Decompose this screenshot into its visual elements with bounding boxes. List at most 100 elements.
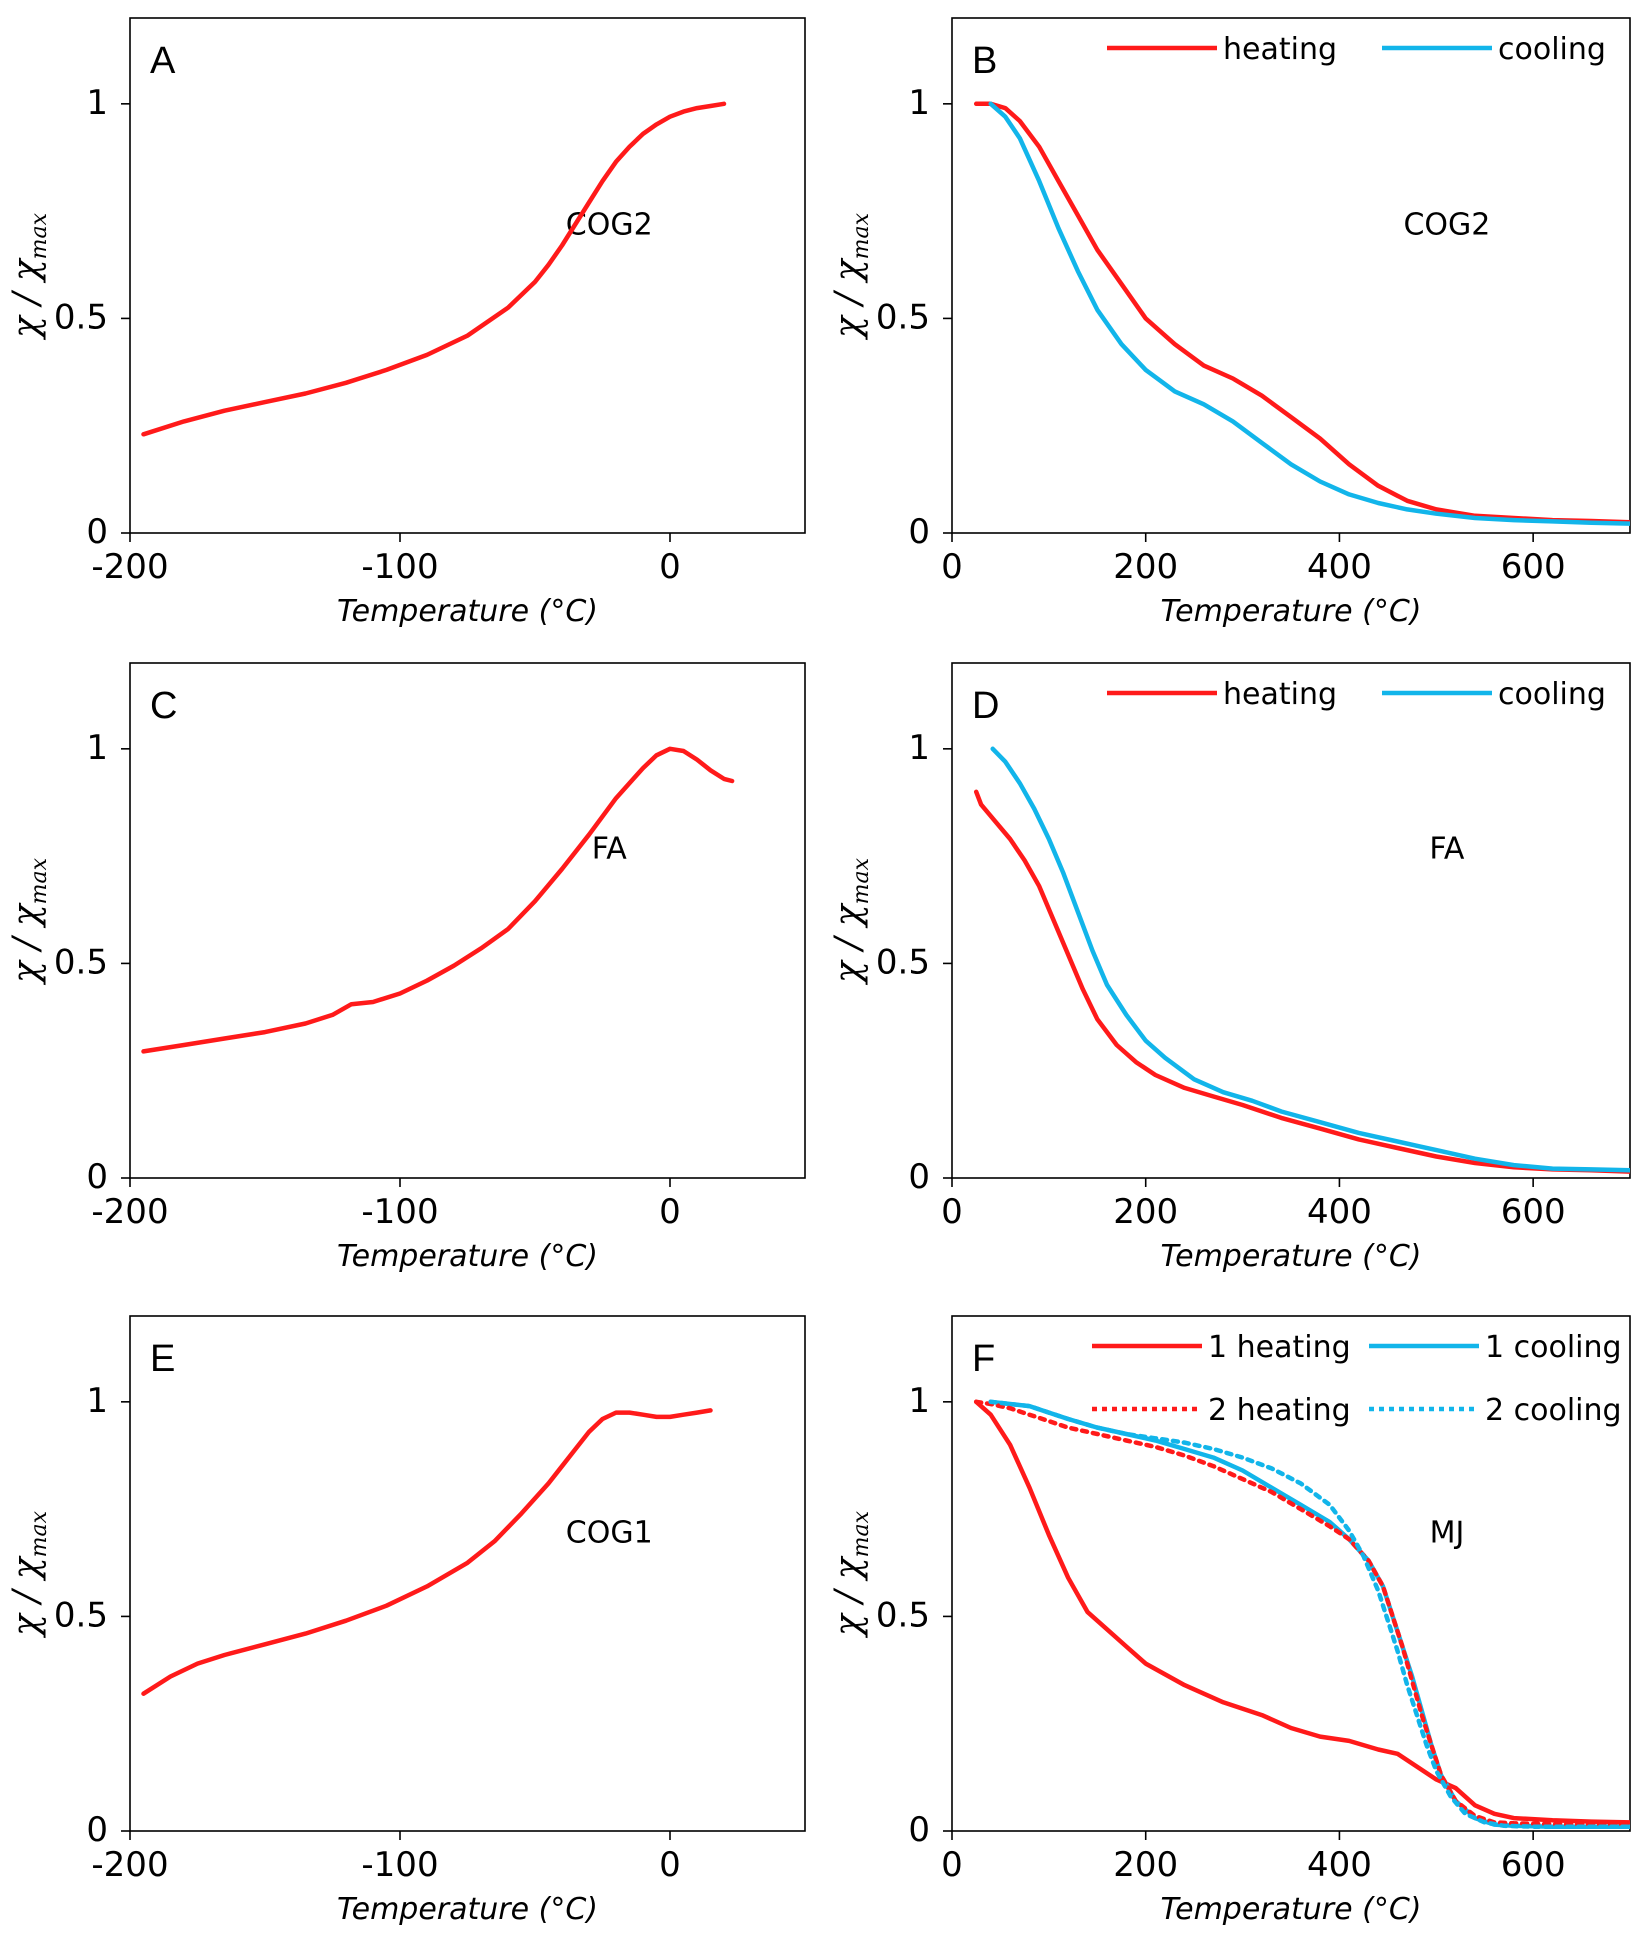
series-2-heating-line bbox=[973, 1399, 1630, 1827]
y-tick-label: 1 bbox=[86, 1381, 108, 1421]
y-axis-title: χ / χmax bbox=[828, 212, 874, 341]
panel-letter: E bbox=[150, 1338, 175, 1380]
y-axis-title-subscript: max bbox=[27, 1510, 52, 1557]
y-axis-title-subscript: max bbox=[849, 1510, 874, 1557]
series-heating-line bbox=[141, 101, 727, 437]
sample-annotation: COG2 bbox=[566, 207, 653, 242]
y-tick-label: 0 bbox=[908, 512, 930, 552]
x-tick-label: 600 bbox=[1501, 1845, 1566, 1885]
sample-annotation: COG1 bbox=[566, 1516, 653, 1551]
y-tick-label: 0 bbox=[86, 512, 108, 552]
x-tick-label: 0 bbox=[941, 1845, 963, 1885]
series-heating-line bbox=[141, 746, 735, 1054]
y-tick-label: 1 bbox=[908, 83, 930, 123]
x-tick-label: -200 bbox=[91, 547, 168, 587]
y-tick-label: 1 bbox=[908, 1381, 930, 1421]
x-tick-label: 0 bbox=[659, 1192, 681, 1232]
panel-c: -200 -100 0 0 0.5 1 Temperature (°C) χ / χmax C F… bbox=[6, 662, 806, 1274]
x-tick-label: 200 bbox=[1113, 1845, 1178, 1885]
y-tick-label: 0 bbox=[86, 1810, 108, 1850]
y-tick-label: 0.5 bbox=[876, 1595, 930, 1635]
y-axis-title-subscript: max bbox=[27, 212, 52, 259]
y-axis-title: χ / χmax bbox=[6, 1510, 52, 1639]
x-tick-label: 200 bbox=[1113, 547, 1178, 587]
x-axis-title: Temperature (°C) bbox=[1161, 1239, 1422, 1274]
x-tick-label: 600 bbox=[1501, 1192, 1566, 1232]
sample-annotation: FA bbox=[592, 832, 628, 867]
y-tick-label: 0 bbox=[908, 1810, 930, 1850]
x-tick-label: -100 bbox=[361, 547, 438, 587]
x-tick-label: 0 bbox=[659, 547, 681, 587]
legend-label: 2 heating bbox=[1208, 1393, 1351, 1428]
legend-label: cooling bbox=[1498, 677, 1606, 712]
series-1-heating-line bbox=[973, 1399, 1630, 1825]
plot-frame bbox=[951, 662, 1631, 1179]
x-tick-label: -200 bbox=[91, 1845, 168, 1885]
series-1-cooling-line bbox=[988, 1399, 1630, 1829]
y-axis-title-main: χ / χ bbox=[828, 902, 869, 986]
series-cooling-line bbox=[988, 101, 1630, 526]
y-tick-label: 1 bbox=[86, 728, 108, 768]
x-tick-label: -100 bbox=[361, 1192, 438, 1232]
x-tick-label: 0 bbox=[941, 547, 963, 587]
panel-b: 0 200 400 600 0 0.5 1 Temperature (°C) χ / χmax B… bbox=[828, 17, 1631, 629]
y-axis-title-main: χ / χ bbox=[828, 1555, 869, 1639]
x-tick-label: 0 bbox=[941, 1192, 963, 1232]
x-tick-label: 200 bbox=[1113, 1192, 1178, 1232]
series-heating-line bbox=[141, 1408, 713, 1696]
y-tick-label: 0.5 bbox=[54, 1595, 108, 1635]
y-tick-label: 0 bbox=[86, 1157, 108, 1197]
y-axis-title: χ / χmax bbox=[6, 857, 52, 986]
panel-letter: F bbox=[972, 1338, 995, 1380]
y-axis-title-subscript: max bbox=[27, 857, 52, 904]
y-tick-label: 0 bbox=[908, 1157, 930, 1197]
panel-letter: C bbox=[150, 685, 177, 727]
sample-annotation: FA bbox=[1429, 832, 1465, 867]
x-tick-label: -200 bbox=[91, 1192, 168, 1232]
plot-frame bbox=[951, 17, 1631, 534]
y-tick-label: 1 bbox=[86, 83, 108, 123]
x-tick-label: 600 bbox=[1501, 547, 1566, 587]
plot-frame bbox=[129, 1315, 806, 1832]
y-tick-label: 0.5 bbox=[876, 942, 930, 982]
y-axis-title-main: χ / χ bbox=[6, 1555, 47, 1639]
x-axis-title: Temperature (°C) bbox=[337, 594, 598, 629]
legend-label: 1 heating bbox=[1208, 1330, 1351, 1365]
sample-annotation: MJ bbox=[1430, 1516, 1465, 1551]
y-tick-label: 0.5 bbox=[54, 297, 108, 337]
panel-d: 0 200 400 600 0 0.5 1 Temperature (°C) χ / χmax D… bbox=[828, 662, 1631, 1274]
y-axis-title-subscript: max bbox=[849, 212, 874, 259]
panel-e: -200 -100 0 0 0.5 1 Temperature (°C) χ / χmax E C… bbox=[6, 1315, 806, 1927]
y-axis-title-main: χ / χ bbox=[6, 257, 47, 341]
panel-a: -200 -100 0 0 0.5 1 Temperature (°C) χ / χmax A C… bbox=[6, 17, 806, 629]
x-tick-label: -100 bbox=[361, 1845, 438, 1885]
panel-letter: A bbox=[150, 40, 176, 82]
y-axis-title-main: χ / χ bbox=[6, 902, 47, 986]
sample-annotation: COG2 bbox=[1403, 207, 1490, 242]
plot-frame bbox=[129, 662, 806, 1179]
x-axis-title: Temperature (°C) bbox=[1161, 1892, 1422, 1927]
legend-label: cooling bbox=[1498, 32, 1606, 67]
plot-frame bbox=[129, 17, 806, 534]
x-tick-label: 0 bbox=[659, 1845, 681, 1885]
y-axis-title-subscript: max bbox=[849, 857, 874, 904]
x-tick-label: 400 bbox=[1307, 1192, 1372, 1232]
x-tick-label: 400 bbox=[1307, 547, 1372, 587]
panel-letter: D bbox=[972, 685, 999, 727]
legend-label: heating bbox=[1223, 32, 1337, 67]
panel-f: 0 200 400 600 0 0.5 1 Temperature (°C) χ / χmax F… bbox=[828, 1315, 1631, 1927]
x-axis-title: Temperature (°C) bbox=[337, 1892, 598, 1927]
y-tick-label: 1 bbox=[908, 728, 930, 768]
y-axis-title-main: χ / χ bbox=[828, 257, 869, 341]
series-heating-line bbox=[973, 789, 1630, 1174]
legend-label: heating bbox=[1223, 677, 1337, 712]
y-tick-label: 0.5 bbox=[54, 942, 108, 982]
plot-frame bbox=[951, 1315, 1631, 1832]
legend-label: 1 cooling bbox=[1485, 1330, 1622, 1365]
y-axis-title: χ / χmax bbox=[6, 212, 52, 341]
legend-label: 2 cooling bbox=[1485, 1393, 1622, 1428]
x-tick-label: 400 bbox=[1307, 1845, 1372, 1885]
x-axis-title: Temperature (°C) bbox=[1161, 594, 1422, 629]
x-axis-title: Temperature (°C) bbox=[337, 1239, 598, 1274]
